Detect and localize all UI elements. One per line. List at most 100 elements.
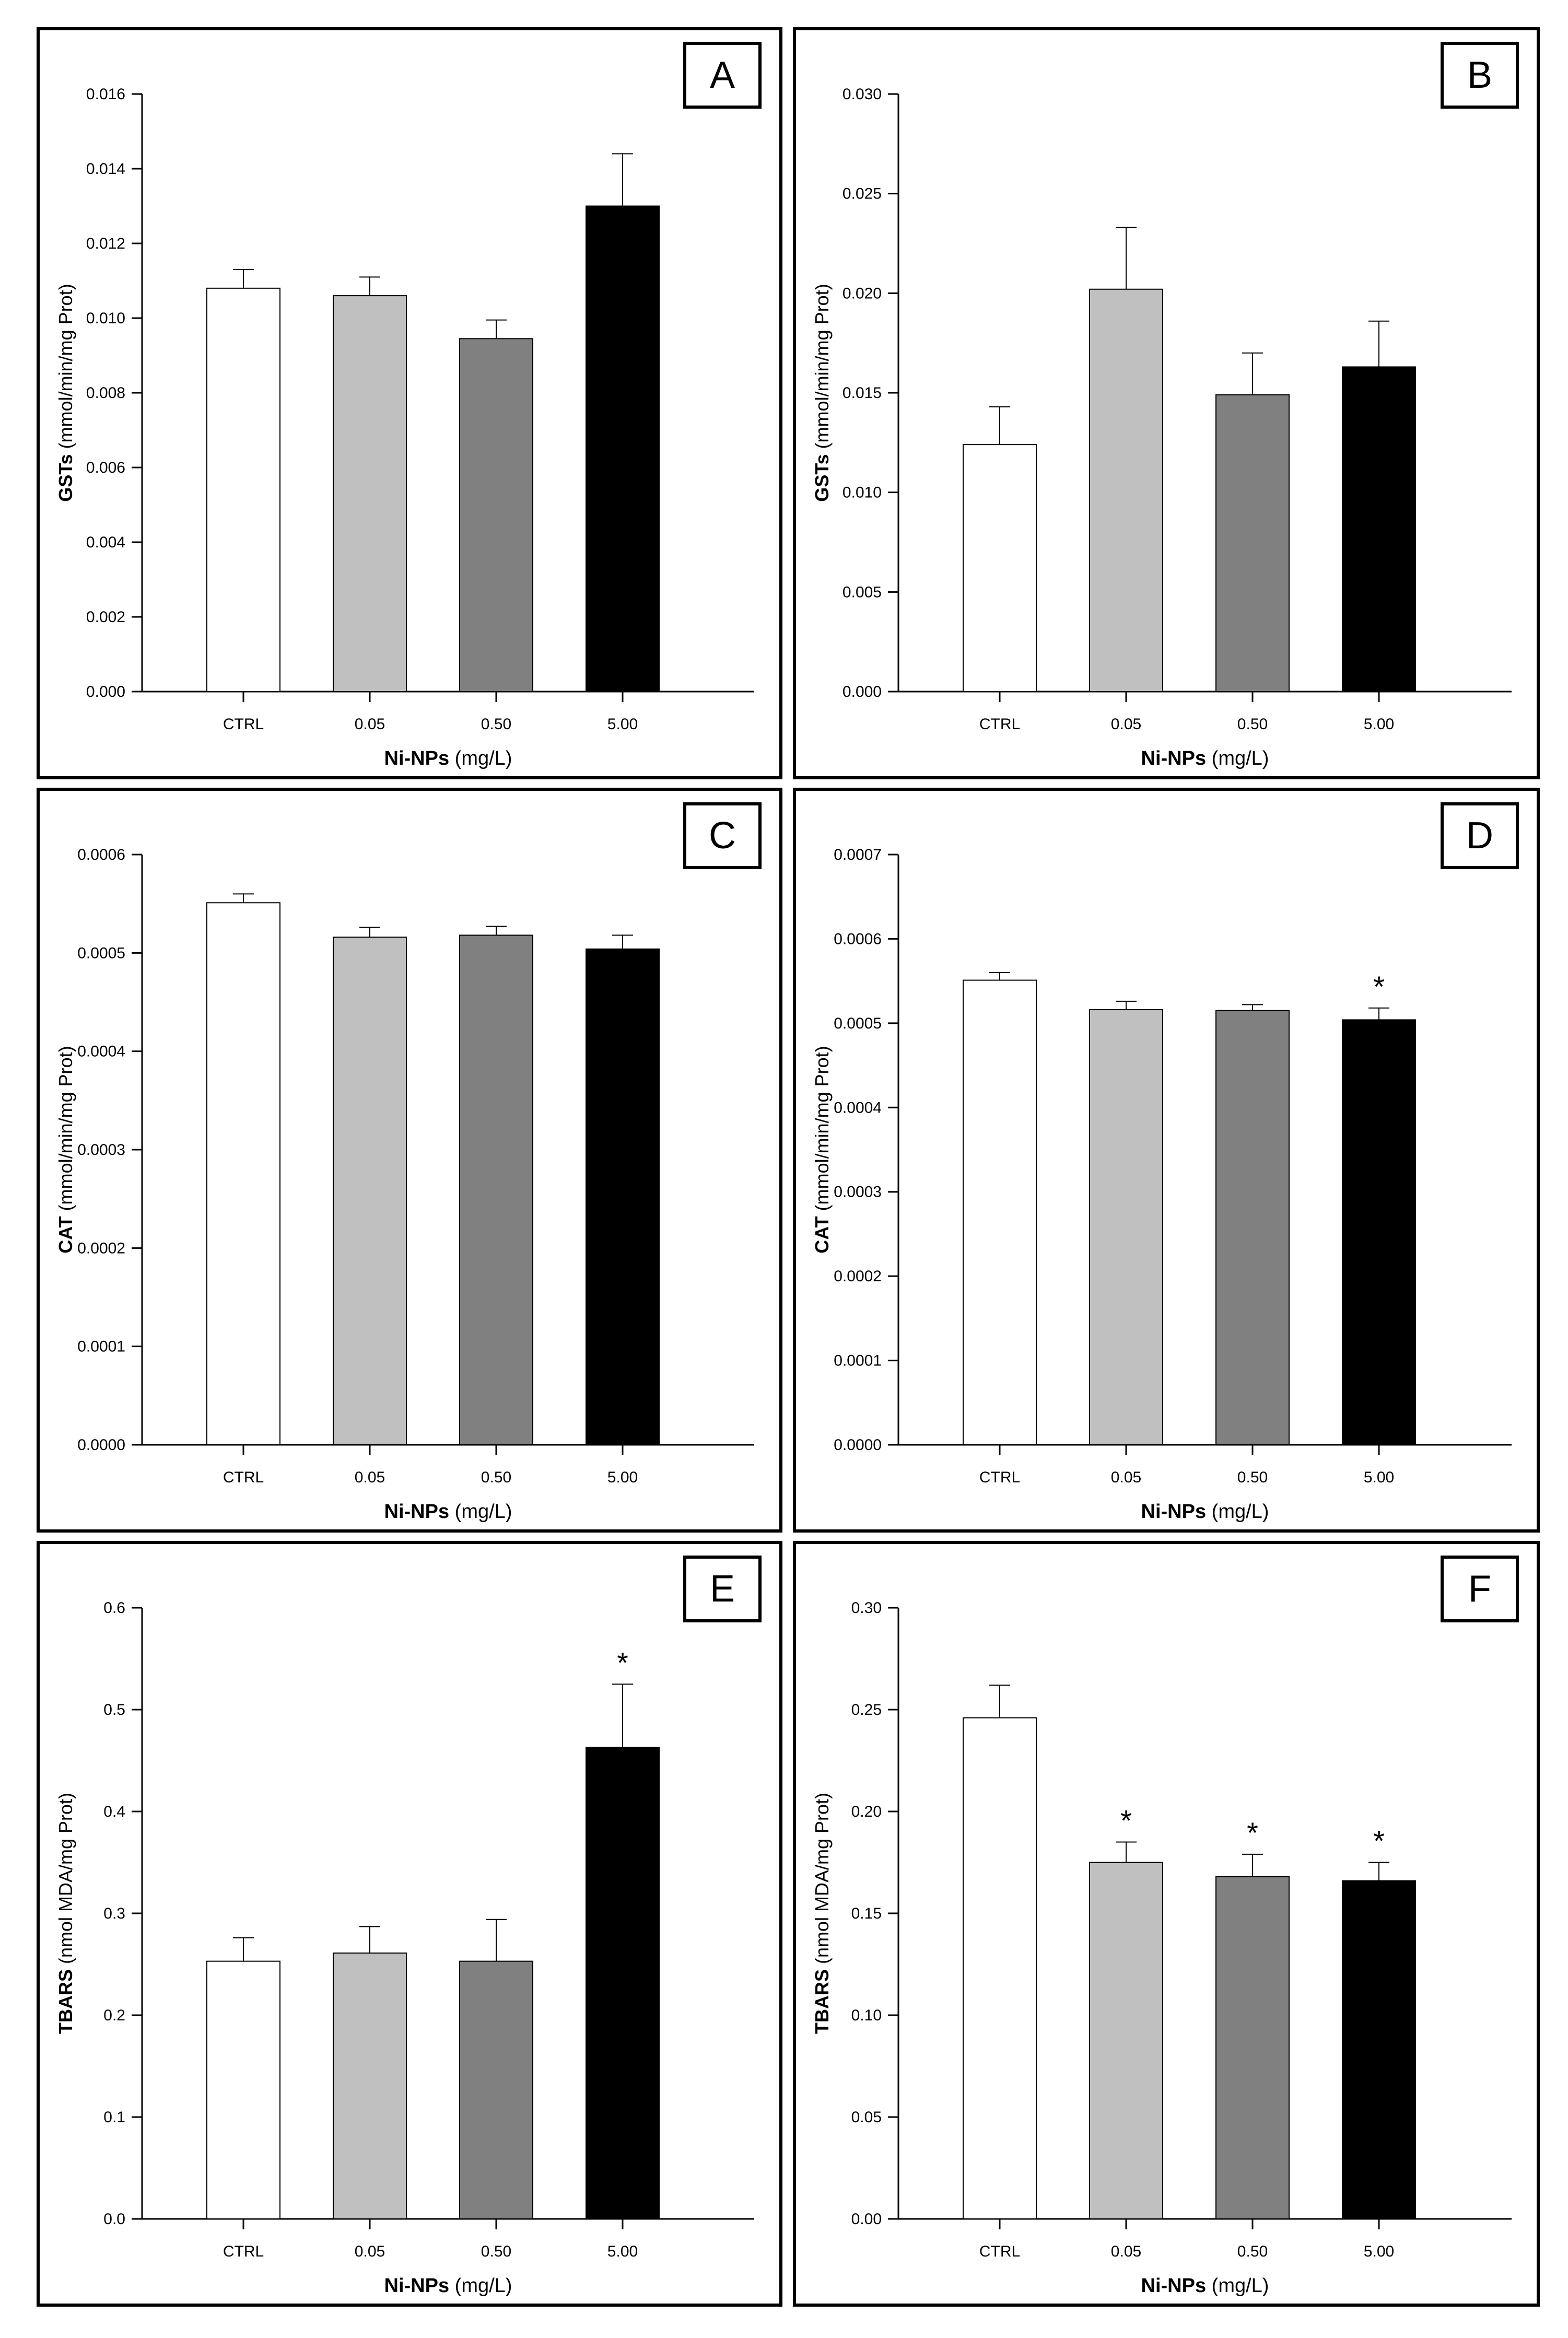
bar-0.05: [1089, 1862, 1163, 2219]
y-tick-label: 0.0000: [834, 1436, 882, 1454]
y-tick-label: 0.15: [851, 1905, 882, 1922]
x-tick-label: 0.05: [1111, 1469, 1141, 1486]
y-tick-label: 0.025: [842, 185, 882, 203]
panel-label: B: [1441, 42, 1519, 109]
x-tick-label: CTRL: [979, 716, 1020, 733]
y-tick-label: 0.10: [851, 2007, 882, 2024]
significance-star: *: [1373, 1825, 1385, 1857]
y-tick-label: 0.005: [842, 583, 882, 601]
bar-5.00: [1342, 1019, 1416, 1445]
x-tick-label: 5.00: [1364, 1469, 1394, 1486]
y-tick-label: 0.0001: [834, 1352, 882, 1370]
y-axis-title: CAT (mmol/min/mg Prot): [55, 1046, 76, 1253]
x-tick-label: CTRL: [979, 1469, 1020, 1486]
bar-5.00: [586, 205, 660, 692]
y-tick-label: 0.0000: [77, 1436, 125, 1454]
bar-CTRL: [963, 1717, 1037, 2220]
panel-label: A: [683, 42, 762, 109]
panel-label: F: [1441, 1556, 1519, 1622]
x-tick-label: 0.05: [355, 716, 385, 733]
panel-label: E: [683, 1556, 762, 1622]
y-tick-label: 0.05: [851, 2109, 882, 2126]
x-tick-label: CTRL: [223, 716, 264, 733]
x-tick-label: 5.00: [607, 716, 638, 733]
y-axis-title: GSTs (mmol/min/mg Prot): [55, 284, 76, 501]
bar-5.00: [1342, 1880, 1416, 2219]
panel-label: D: [1441, 802, 1519, 869]
x-tick-label: 0.50: [1237, 2243, 1268, 2260]
y-tick-label: 0.010: [842, 484, 882, 501]
x-axis-title: Ni-NPs (mg/L): [1141, 747, 1269, 769]
significance-star: *: [617, 1646, 628, 1679]
y-tick-label: 0.0006: [834, 930, 882, 948]
y-tick-label: 0.0006: [77, 846, 125, 863]
y-tick-label: 0.015: [842, 384, 882, 402]
bar-5.00: [586, 948, 660, 1445]
bar-CTRL: [206, 902, 280, 1446]
x-tick-label: 5.00: [1364, 2243, 1394, 2260]
y-tick-label: 0.004: [86, 534, 125, 551]
chart-panel-d: 0.0000 0.0001 0.0002 0.0003 0.0004 0.0005 0.00…: [793, 788, 1540, 1533]
y-tick-label: 0.0005: [834, 1015, 882, 1032]
x-axis-title: Ni-NPs (mg/L): [384, 2275, 512, 2297]
x-tick-label: 0.50: [1237, 716, 1268, 733]
bar-CTRL: [206, 287, 280, 692]
x-tick-label: CTRL: [223, 2243, 264, 2260]
bar-0.05: [333, 937, 407, 1445]
chart-panel-a: 0.000 0.002 0.004 0.006 0.008 0.010 0.012 0.014…: [37, 27, 782, 779]
x-tick-label: CTRL: [979, 2243, 1020, 2260]
y-tick-label: 0.0001: [77, 1338, 125, 1355]
y-tick-label: 0.30: [851, 1599, 882, 1617]
x-tick-label: 0.05: [1111, 716, 1141, 733]
y-tick-label: 0.4: [103, 1803, 125, 1820]
chart-svg: 0.0000 0.0001 0.0002 0.0003 0.0004 0.0005 0.00…: [811, 846, 1512, 1523]
chart-svg: 0.00 0.05 0.10 0.15 0.20 0.25 0.30 CTRL * 0.05 * 0.…: [811, 1599, 1512, 2297]
x-tick-label: 0.05: [1111, 2243, 1141, 2260]
y-tick-label: 0.3: [103, 1905, 125, 1922]
x-tick-label: 5.00: [607, 2243, 638, 2260]
y-axis-title: CAT (mmol/min/mg Prot): [811, 1046, 833, 1253]
y-tick-label: 0.010: [86, 310, 125, 327]
y-axis-title: TBARS (nmol MDA/mg Prot): [811, 1793, 833, 2034]
x-tick-label: 0.50: [481, 1469, 511, 1486]
x-tick-label: CTRL: [223, 1469, 264, 1486]
bar-0.05: [1089, 288, 1163, 692]
y-tick-label: 0.016: [86, 86, 125, 103]
bar-0.50: [459, 1960, 533, 2220]
y-tick-label: 0.002: [86, 609, 125, 626]
chart-svg: 0.0000 0.0001 0.0002 0.0003 0.0004 0.0005 0.00…: [55, 846, 754, 1523]
chart-svg: 0.000 0.005 0.010 0.015 0.020 0.025 0.030 CTRL 0…: [811, 86, 1512, 769]
y-tick-label: 0.0005: [77, 944, 125, 962]
chart-panel-b: 0.000 0.005 0.010 0.015 0.020 0.025 0.030 CTRL 0…: [793, 27, 1540, 779]
bar-CTRL: [963, 979, 1037, 1445]
y-tick-label: 0.014: [86, 160, 125, 178]
x-tick-label: 5.00: [607, 1469, 638, 1486]
y-tick-label: 0.0004: [77, 1043, 125, 1060]
y-axis-title: GSTs (mmol/min/mg Prot): [811, 284, 833, 501]
y-tick-label: 0.0003: [834, 1184, 882, 1201]
y-tick-label: 0.2: [103, 2007, 125, 2024]
bar-0.05: [333, 1953, 407, 2219]
x-axis-title: Ni-NPs (mg/L): [1141, 2275, 1269, 2297]
x-tick-label: 0.05: [355, 1469, 385, 1486]
bar-0.50: [1215, 1876, 1290, 2219]
y-tick-label: 0.0003: [77, 1141, 125, 1159]
x-axis-title: Ni-NPs (mg/L): [384, 747, 512, 769]
chart-svg: 0.000 0.002 0.004 0.006 0.008 0.010 0.012 0.014…: [55, 86, 754, 769]
y-axis-title: TBARS (nmol MDA/mg Prot): [55, 1793, 76, 2034]
x-axis-title: Ni-NPs (mg/L): [1141, 1501, 1269, 1523]
y-tick-label: 0.00: [851, 2211, 882, 2228]
x-axis-title: Ni-NPs (mg/L): [384, 1501, 512, 1523]
y-tick-label: 0.020: [842, 285, 882, 302]
bar-5.00: [1342, 366, 1416, 692]
x-tick-label: 0.50: [481, 716, 511, 733]
y-tick-label: 0.25: [851, 1701, 882, 1719]
bar-5.00: [586, 1747, 660, 2219]
y-tick-label: 0.5: [103, 1701, 125, 1719]
significance-star: *: [1373, 970, 1385, 1003]
significance-star: *: [1120, 1804, 1132, 1837]
x-tick-label: 0.50: [1237, 1469, 1268, 1486]
chart-panel-c: 0.0000 0.0001 0.0002 0.0003 0.0004 0.0005 0.00…: [37, 788, 782, 1533]
y-tick-label: 0.1: [103, 2109, 125, 2126]
bar-0.05: [1089, 1009, 1163, 1445]
